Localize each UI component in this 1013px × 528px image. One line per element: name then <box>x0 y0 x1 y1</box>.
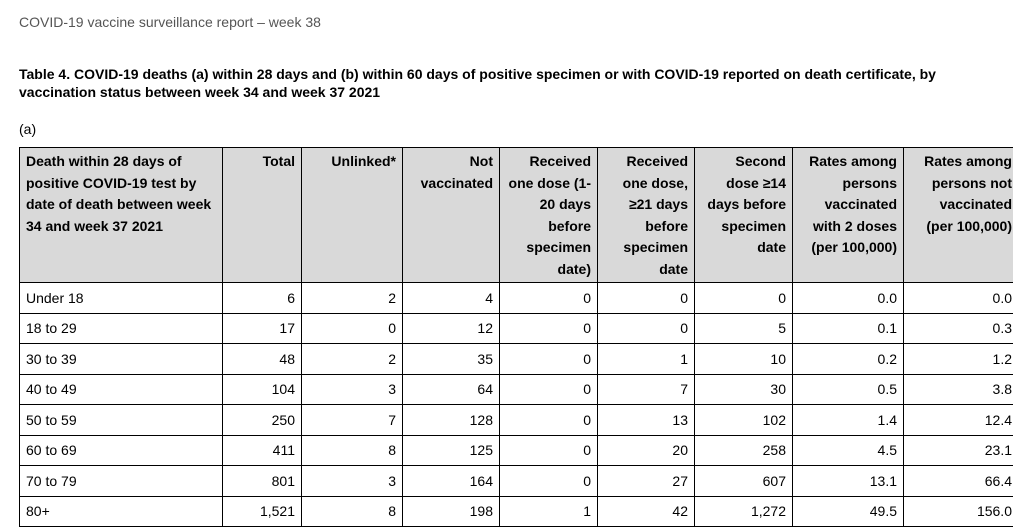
age-group-cell: 60 to 69 <box>19 434 223 466</box>
column-header: Death within 28 days of positive COVID-1… <box>19 147 223 283</box>
column-header: Total <box>222 147 302 283</box>
table-row: 30 to 39 48 2 35 0 1 10 0.2 1.2 <box>19 343 1013 375</box>
value-cell: 250 <box>222 404 302 436</box>
value-cell: 42 <box>597 495 695 527</box>
column-header: Rates among persons vaccinated with 2 do… <box>792 147 904 283</box>
column-header: Received one dose (1-20 days before spec… <box>499 147 598 283</box>
value-cell: 0.3 <box>903 312 1013 344</box>
value-cell: 49.5 <box>792 495 904 527</box>
section-label: (a) <box>19 121 37 137</box>
value-cell: 23.1 <box>903 434 1013 466</box>
table-row: 60 to 69 411 8 125 0 20 258 4.5 23.1 <box>19 434 1013 466</box>
value-cell: 0 <box>499 343 598 375</box>
value-cell: 2 <box>301 343 403 375</box>
value-cell: 13 <box>597 404 695 436</box>
value-cell: 801 <box>222 465 302 497</box>
value-cell: 7 <box>301 404 403 436</box>
column-header: Unlinked* <box>301 147 403 283</box>
report-header: COVID-19 vaccine surveillance report – w… <box>19 14 321 30</box>
column-header: Received one dose, ≥21 days before speci… <box>597 147 695 283</box>
table-title: Table 4. COVID-19 deaths (a) within 28 d… <box>19 66 936 100</box>
value-cell: 0 <box>499 465 598 497</box>
table-row: 50 to 59 250 7 128 0 13 102 1.4 12.4 <box>19 404 1013 436</box>
value-cell: 0 <box>694 282 793 314</box>
value-cell: 411 <box>222 434 302 466</box>
age-group-cell: 40 to 49 <box>19 373 223 405</box>
table-row: 70 to 79 801 3 164 0 27 607 13.1 66.4 <box>19 465 1013 497</box>
value-cell: 3.8 <box>903 373 1013 405</box>
table-body: Under 18 6 2 4 0 0 0 0.0 0.0 18 to 29 17 0 12 0 0 5 0.1 0… <box>19 282 1013 527</box>
value-cell: 0 <box>301 312 403 344</box>
value-cell: 8 <box>301 495 403 527</box>
value-cell: 66.4 <box>903 465 1013 497</box>
value-cell: 1.2 <box>903 343 1013 375</box>
value-cell: 48 <box>222 343 302 375</box>
value-cell: 0.0 <box>792 282 904 314</box>
value-cell: 1,521 <box>222 495 302 527</box>
value-cell: 64 <box>402 373 500 405</box>
value-cell: 0 <box>499 312 598 344</box>
value-cell: 258 <box>694 434 793 466</box>
table-row: 18 to 29 17 0 12 0 0 5 0.1 0.3 <box>19 312 1013 344</box>
value-cell: 1 <box>597 343 695 375</box>
age-group-cell: 80+ <box>19 495 223 527</box>
column-header: Second dose ≥14 days before specimen dat… <box>694 147 793 283</box>
age-group-cell: 18 to 29 <box>19 312 223 344</box>
value-cell: 164 <box>402 465 500 497</box>
value-cell: 0.5 <box>792 373 904 405</box>
value-cell: 0 <box>499 404 598 436</box>
value-cell: 3 <box>301 465 403 497</box>
column-header: Rates among persons not vaccinated (per … <box>903 147 1013 283</box>
value-cell: 4 <box>402 282 500 314</box>
value-cell: 20 <box>597 434 695 466</box>
value-cell: 12.4 <box>903 404 1013 436</box>
value-cell: 27 <box>597 465 695 497</box>
value-cell: 607 <box>694 465 793 497</box>
age-group-cell: 50 to 59 <box>19 404 223 436</box>
table-row: 80+ 1,521 8 198 1 42 1,272 49.5 156.0 <box>19 495 1013 527</box>
value-cell: 0.0 <box>903 282 1013 314</box>
value-cell: 0 <box>499 373 598 405</box>
header-row: Death within 28 days of positive COVID-1… <box>19 147 1013 283</box>
column-header: Not vaccinated <box>402 147 500 283</box>
value-cell: 3 <box>301 373 403 405</box>
deaths-table: Death within 28 days of positive COVID-1… <box>19 147 1013 527</box>
value-cell: 102 <box>694 404 793 436</box>
value-cell: 4.5 <box>792 434 904 466</box>
age-group-cell: 30 to 39 <box>19 343 223 375</box>
value-cell: 104 <box>222 373 302 405</box>
value-cell: 30 <box>694 373 793 405</box>
value-cell: 1,272 <box>694 495 793 527</box>
table-row: 40 to 49 104 3 64 0 7 30 0.5 3.8 <box>19 373 1013 405</box>
value-cell: 128 <box>402 404 500 436</box>
value-cell: 6 <box>222 282 302 314</box>
value-cell: 13.1 <box>792 465 904 497</box>
value-cell: 198 <box>402 495 500 527</box>
value-cell: 0 <box>597 312 695 344</box>
value-cell: 7 <box>597 373 695 405</box>
value-cell: 125 <box>402 434 500 466</box>
value-cell: 35 <box>402 343 500 375</box>
value-cell: 1.4 <box>792 404 904 436</box>
value-cell: 0 <box>597 282 695 314</box>
table-row: Under 18 6 2 4 0 0 0 0.0 0.0 <box>19 282 1013 314</box>
value-cell: 5 <box>694 312 793 344</box>
value-cell: 2 <box>301 282 403 314</box>
value-cell: 12 <box>402 312 500 344</box>
value-cell: 17 <box>222 312 302 344</box>
value-cell: 0.2 <box>792 343 904 375</box>
age-group-cell: Under 18 <box>19 282 223 314</box>
value-cell: 1 <box>499 495 598 527</box>
value-cell: 0 <box>499 282 598 314</box>
value-cell: 0 <box>499 434 598 466</box>
value-cell: 0.1 <box>792 312 904 344</box>
age-group-cell: 70 to 79 <box>19 465 223 497</box>
value-cell: 10 <box>694 343 793 375</box>
value-cell: 156.0 <box>903 495 1013 527</box>
value-cell: 8 <box>301 434 403 466</box>
